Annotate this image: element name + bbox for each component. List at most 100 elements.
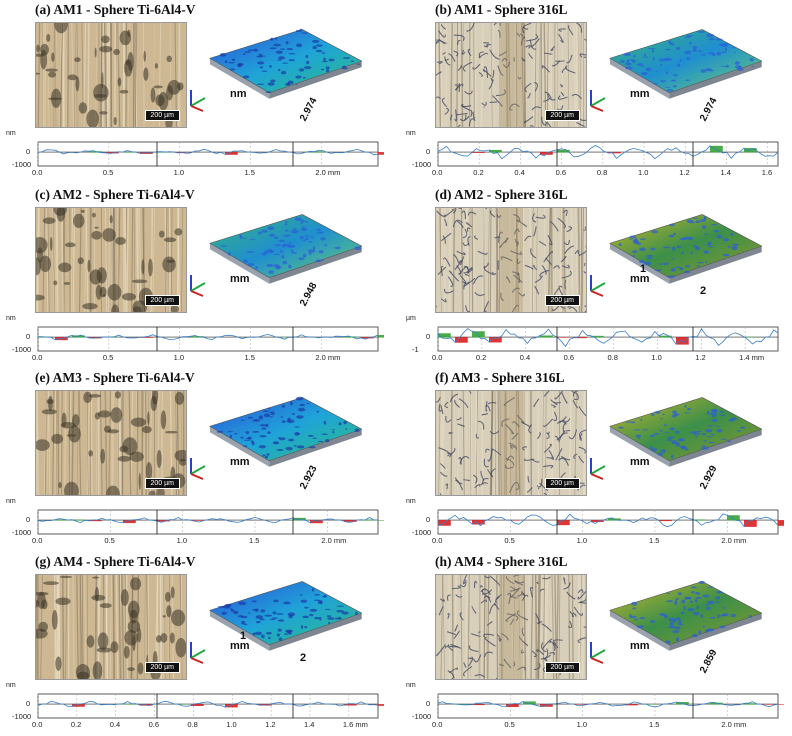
surface-axis-tick: 1 xyxy=(240,630,247,642)
profile-x-tick: 2.0 mm xyxy=(315,168,341,177)
profile-x-tick: 0.4 xyxy=(109,720,121,729)
profile-y-unit: nm xyxy=(6,682,16,689)
scale-bar-label: 200 µm xyxy=(144,295,180,306)
surface-axis-label: nm xyxy=(230,88,247,100)
axis-triad-icon xyxy=(585,273,609,297)
micrograph-image: 200 µm xyxy=(435,207,587,313)
profile-x-tick: 0.2 xyxy=(475,353,487,362)
micrograph-frame: 200 µm xyxy=(35,390,187,496)
surface-profile-chart: nm 0 -1000 0.0 0.5 1.0 1.5 2.0 mm xyxy=(404,498,791,546)
surface-profile-chart: nm 0 -1000 0.0 0.5 1.0 1.5 2.0 mm xyxy=(4,315,391,363)
micrograph-frame: 200 µm xyxy=(435,574,587,680)
axis-triad-icon xyxy=(585,640,609,664)
profile-y-unit: nm xyxy=(6,130,16,137)
profile-x-tick: 1.6 mm xyxy=(342,720,368,729)
profile-x-tick: 1.2 xyxy=(265,720,276,729)
profile-y-tick: 0 xyxy=(26,332,31,342)
profile-x-tick: 1.4 mm xyxy=(739,353,765,362)
panel-title: (h) AM4 - Sphere 316L xyxy=(435,554,568,569)
surface-3d-view xyxy=(200,213,365,285)
micrograph-image: 200 µm xyxy=(435,390,587,496)
micrograph-frame: 200 µm xyxy=(35,22,187,128)
profile-x-tick: 1.5 xyxy=(649,536,660,545)
profile-x-tick: 0.0 xyxy=(32,720,43,729)
profile-x-tick: 0.2 xyxy=(70,720,82,729)
profile-x-tick: 1.0 xyxy=(576,720,588,729)
profile-y-tick: 0 xyxy=(26,515,31,525)
profile-x-tick: 0.4 xyxy=(514,168,525,177)
profile-x-tick: 1.6 xyxy=(761,168,773,177)
profile-x-tick: 0.0 xyxy=(432,536,443,545)
scale-bar-label: 200 µm xyxy=(544,478,580,489)
surface-axis-tick: 1 xyxy=(640,263,647,275)
scale-bar-label: 200 µm xyxy=(144,478,180,489)
surface-axis-label: mm xyxy=(230,456,250,468)
profile-x-tick: 1.0 xyxy=(226,720,237,729)
scale-bar-label: 200 µm xyxy=(544,662,580,673)
profile-y-tick: 0 xyxy=(26,699,31,709)
surface-profile-chart: µm 0 -1 0.0 0.2 0.4 0.6 0.8 1.0 1.2 1.4 mm xyxy=(404,315,784,363)
profile-x-tick: 2.0 mm xyxy=(315,353,341,362)
profile-y-unit: nm xyxy=(406,130,416,137)
micrograph-image: 200 µm xyxy=(35,390,187,496)
micrograph-frame: 200 µm xyxy=(435,207,587,313)
figure-panel-f: (f) AM3 - Sphere 316L 200 µm mm 2.929 nm 0 -10… xyxy=(400,368,792,550)
surface-profile-chart: nm 0 -1000 0.0 0.5 1.0 1.5 2.0 mm xyxy=(404,682,791,730)
surface-profile-chart: nm 0 -1000 0.0 0.2 0.4 0.6 0.8 1.0 1.2 1.4 1.6 mm xyxy=(4,682,391,730)
micrograph-frame: 200 µm xyxy=(435,22,587,128)
figure-panel-h: (h) AM4 - Sphere 316L 200 µm mm 2.859 nm 0 -10… xyxy=(400,552,792,734)
micrograph-image: 200 µm xyxy=(35,22,187,128)
micrograph-frame: 200 µm xyxy=(435,390,587,496)
scale-bar-label: 200 µm xyxy=(144,110,180,121)
figure-panel-c: (c) AM2 - Sphere Ti-6Al4-V 200 µm mm 2.948 n… xyxy=(0,185,392,367)
figure-panel-d: (d) AM2 - Sphere 316L 200 µm mm 1 2 µm 0 -1 0.0 0… xyxy=(400,185,792,367)
profile-x-tick: 0.5 xyxy=(504,536,515,545)
surface-axis-tick: 2 xyxy=(700,285,707,297)
axis-triad-icon xyxy=(185,456,209,480)
figure-panel-e: (e) AM3 - Sphere Ti-6Al4-V 200 µm mm 2.923 n… xyxy=(0,368,392,550)
surface-profile-chart: nm 0 -1000 0.0 0.5 1.0 1.5 2.0 mm xyxy=(4,130,391,178)
profile-y-tick: -1000 xyxy=(12,160,32,169)
profile-y-unit: µm xyxy=(406,315,416,322)
surface-axis-label: mm xyxy=(630,88,650,100)
profile-x-tick: 0.0 xyxy=(432,720,443,729)
profile-x-tick: 1.0 xyxy=(576,536,588,545)
panel-title: (f) AM3 - Sphere 316L xyxy=(435,370,565,385)
profile-x-tick: 1.5 xyxy=(249,536,260,545)
profile-x-tick: 1.5 xyxy=(244,168,255,177)
profile-y-tick: -1000 xyxy=(412,160,432,169)
profile-x-tick: 0.0 xyxy=(32,168,43,177)
profile-y-unit: nm xyxy=(406,498,416,505)
profile-x-tick: 0.5 xyxy=(102,168,114,177)
profile-y-tick: -1 xyxy=(412,345,419,354)
surface-3d-view xyxy=(600,580,765,652)
surface-axis-label: mm xyxy=(230,640,250,652)
surface-axis-tick: 2 xyxy=(300,652,307,664)
profile-y-tick: -1000 xyxy=(412,712,432,721)
figure-panel-b: (b) AM1 - Sphere 316L 200 µm mm 2.974 nm 0 -10… xyxy=(400,0,792,182)
profile-x-tick: 0.0 xyxy=(432,353,443,362)
surface-axis-label: mm xyxy=(630,273,650,285)
profile-x-tick: 0.5 xyxy=(102,353,114,362)
panel-title: (c) AM2 - Sphere Ti-6Al4-V xyxy=(35,187,195,202)
axis-triad-icon xyxy=(585,88,609,112)
surface-3d-view xyxy=(200,396,365,468)
panel-title: (d) AM2 - Sphere 316L xyxy=(435,187,568,202)
profile-x-tick: 0.5 xyxy=(104,536,115,545)
axis-triad-icon xyxy=(185,640,209,664)
surface-3d-view xyxy=(200,580,365,652)
profile-x-tick: 0.0 xyxy=(32,353,43,362)
profile-y-tick: 0 xyxy=(426,147,431,157)
panel-title: (a) AM1 - Sphere Ti-6Al4-V xyxy=(35,2,196,17)
panel-title: (g) AM4 - Sphere Ti-6Al4-V xyxy=(35,554,196,569)
panel-title: (e) AM3 - Sphere Ti-6Al4-V xyxy=(35,370,195,385)
figure-panel-g: (g) AM4 - Sphere Ti-6Al4-V 200 µm mm 1 2 nm 0 -… xyxy=(0,552,392,734)
profile-x-tick: 2.0 mm xyxy=(721,536,747,545)
surface-3d-view xyxy=(600,396,765,468)
surface-axis-label: mm xyxy=(630,640,650,652)
profile-x-tick: 0.8 xyxy=(187,720,198,729)
profile-y-tick: 0 xyxy=(426,515,431,525)
micrograph-image: 200 µm xyxy=(435,574,587,680)
profile-y-tick: 0 xyxy=(426,699,431,709)
profile-x-tick: 1.5 xyxy=(649,720,660,729)
